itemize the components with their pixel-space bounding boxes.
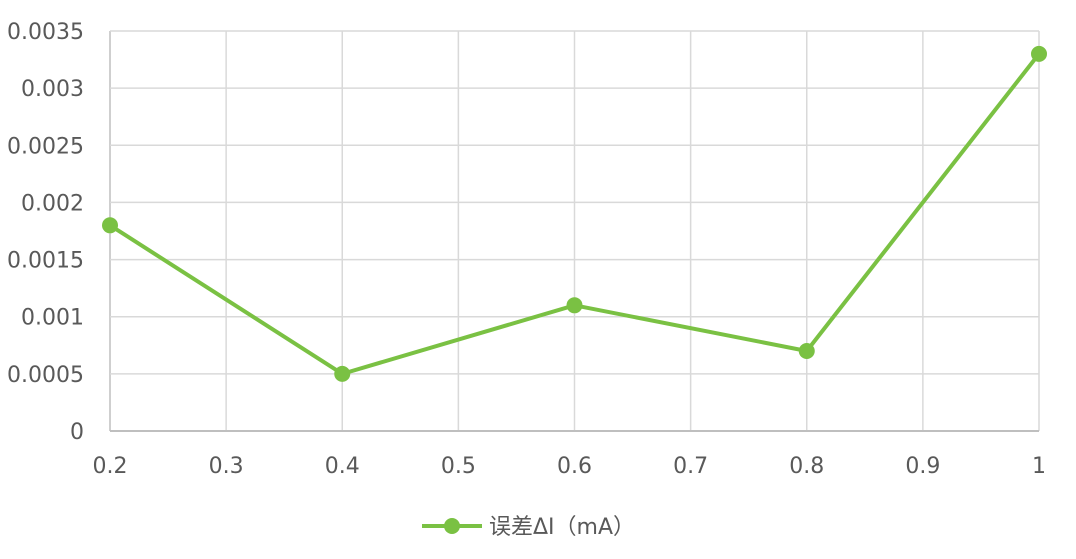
x-tick-label: 0.5	[441, 454, 476, 479]
vertical-gridlines	[109, 31, 1040, 431]
x-tick-label: 0.2	[93, 454, 128, 479]
data-point	[334, 365, 351, 382]
x-axis-tick-labels: 0.2 0.3 0.4 0.5 0.6 0.7 0.8 0.9 1	[93, 454, 1047, 479]
x-tick-label: 0.4	[325, 454, 360, 479]
y-tick-label: 0.0025	[7, 134, 84, 159]
data-point	[102, 217, 118, 234]
y-tick-label: 0.0015	[7, 249, 84, 274]
x-tick-label: 0.7	[673, 454, 708, 479]
x-tick-label: 0.9	[905, 454, 940, 479]
y-axis-tick-labels: 0 0.0005 0.001 0.0015 0.002 0.0025 0.003 0.0035	[7, 20, 84, 445]
series-layer	[102, 45, 1047, 382]
x-tick-label: 0.3	[209, 454, 244, 479]
data-point	[566, 297, 583, 314]
y-tick-label: 0.003	[21, 77, 84, 102]
y-tick-label: 0.0005	[7, 363, 84, 388]
y-tick-label: 0.002	[21, 191, 84, 216]
x-tick-label: 1	[1032, 454, 1046, 479]
data-point	[1031, 45, 1047, 62]
data-point	[798, 343, 815, 359]
y-tick-label: 0.0035	[7, 20, 84, 45]
x-tick-label: 0.6	[557, 454, 592, 479]
y-tick-label: 0.001	[21, 306, 84, 331]
x-tick-label: 0.8	[789, 454, 824, 479]
horizontal-gridlines	[110, 30, 1039, 432]
legend-dot-marker	[444, 518, 460, 534]
y-tick-label: 0	[70, 420, 84, 445]
legend-label: 误差ΔI（mA）	[489, 515, 635, 540]
legend: 误差ΔI（mA）	[422, 515, 635, 540]
